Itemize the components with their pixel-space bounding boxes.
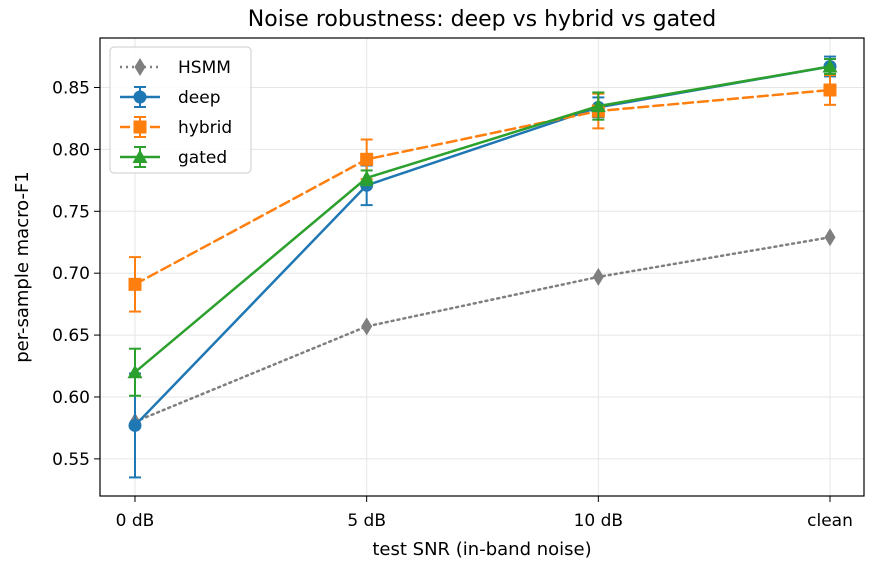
data-point <box>592 267 604 286</box>
legend-label: gated <box>178 148 227 168</box>
x-tick-label: 5 dB <box>347 511 386 531</box>
data-point <box>128 277 142 291</box>
x-tick-label: clean <box>807 511 853 531</box>
series-line <box>133 236 832 423</box>
legend: HSMM deep hybrid gated <box>109 46 252 174</box>
series-gated <box>127 58 838 397</box>
legend-label: deep <box>178 88 221 108</box>
x-tick-label: 0 dB <box>116 511 155 531</box>
y-axis-label: per-sample macro-F1 <box>12 171 33 363</box>
series-hsmm <box>129 228 836 431</box>
x-tick-label: 10 dB <box>574 511 624 531</box>
legend-label: hybrid <box>178 118 232 138</box>
data-point <box>824 228 836 247</box>
data-point <box>127 364 143 379</box>
y-tick-label: 0.85 <box>52 79 90 99</box>
legend-item-gated: gated <box>120 146 227 168</box>
series-layer <box>127 55 838 479</box>
data-point <box>590 98 606 113</box>
data-point <box>822 58 838 73</box>
legend-marker <box>132 149 148 163</box>
x-axis-label: test SNR (in-band noise) <box>372 539 591 560</box>
legend-marker <box>133 120 147 134</box>
series-line <box>133 88 832 286</box>
data-point <box>359 170 375 184</box>
data-point <box>361 317 373 336</box>
chart-title: Noise robustness: deep vs hybrid vs gate… <box>248 7 716 32</box>
y-tick-label: 0.80 <box>52 140 90 160</box>
legend-item-hybrid: hybrid <box>120 116 232 138</box>
data-point <box>128 418 142 432</box>
legend-item-hsmm: HSMM <box>120 58 231 78</box>
y-tick-label: 0.65 <box>52 326 90 346</box>
legend-item-deep: deep <box>120 86 221 108</box>
series-line <box>133 65 832 374</box>
x-axis: 0 dB 5 dB 10 dB clean <box>116 496 853 531</box>
data-point <box>823 83 837 97</box>
legend-marker <box>133 90 147 104</box>
legend-box <box>109 46 252 174</box>
plot-frame <box>99 37 865 497</box>
legend-label: HSMM <box>178 58 231 78</box>
y-tick-label: 0.60 <box>52 388 90 408</box>
y-tick-label: 0.70 <box>52 264 90 284</box>
y-tick-label: 0.75 <box>52 202 90 222</box>
y-axis: 0.55 0.60 0.65 0.70 0.75 0.80 0.85 <box>52 79 100 470</box>
data-point <box>360 152 374 166</box>
y-tick-label: 0.55 <box>52 450 90 470</box>
legend-marker <box>134 58 146 76</box>
